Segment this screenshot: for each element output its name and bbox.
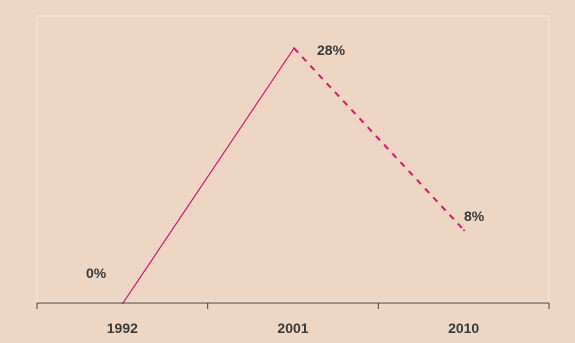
data-point-2010 (463, 229, 465, 232)
series-segment-solid (122, 47, 295, 304)
x-tick-label: 1992 (107, 320, 138, 336)
x-axis: 1992 2001 2010 (36, 302, 550, 336)
x-tick-label: 2010 (448, 320, 479, 336)
plot-area-frame (36, 15, 550, 303)
data-labels: 0% 28% 8% (86, 42, 485, 281)
data-label: 28% (317, 42, 346, 58)
data-label: 8% (464, 208, 485, 224)
data-label: 0% (86, 265, 107, 281)
data-point-2001 (293, 47, 295, 50)
x-tick-label: 2001 (277, 320, 308, 336)
series-layer (122, 47, 465, 304)
series-segment-dashed (293, 47, 465, 231)
